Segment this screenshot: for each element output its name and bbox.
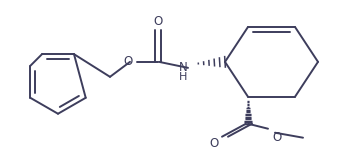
Text: O: O [209,137,219,150]
Text: N: N [179,61,187,74]
Text: O: O [273,131,282,144]
Text: O: O [153,16,163,28]
Text: H: H [179,72,187,82]
Text: O: O [124,55,133,68]
